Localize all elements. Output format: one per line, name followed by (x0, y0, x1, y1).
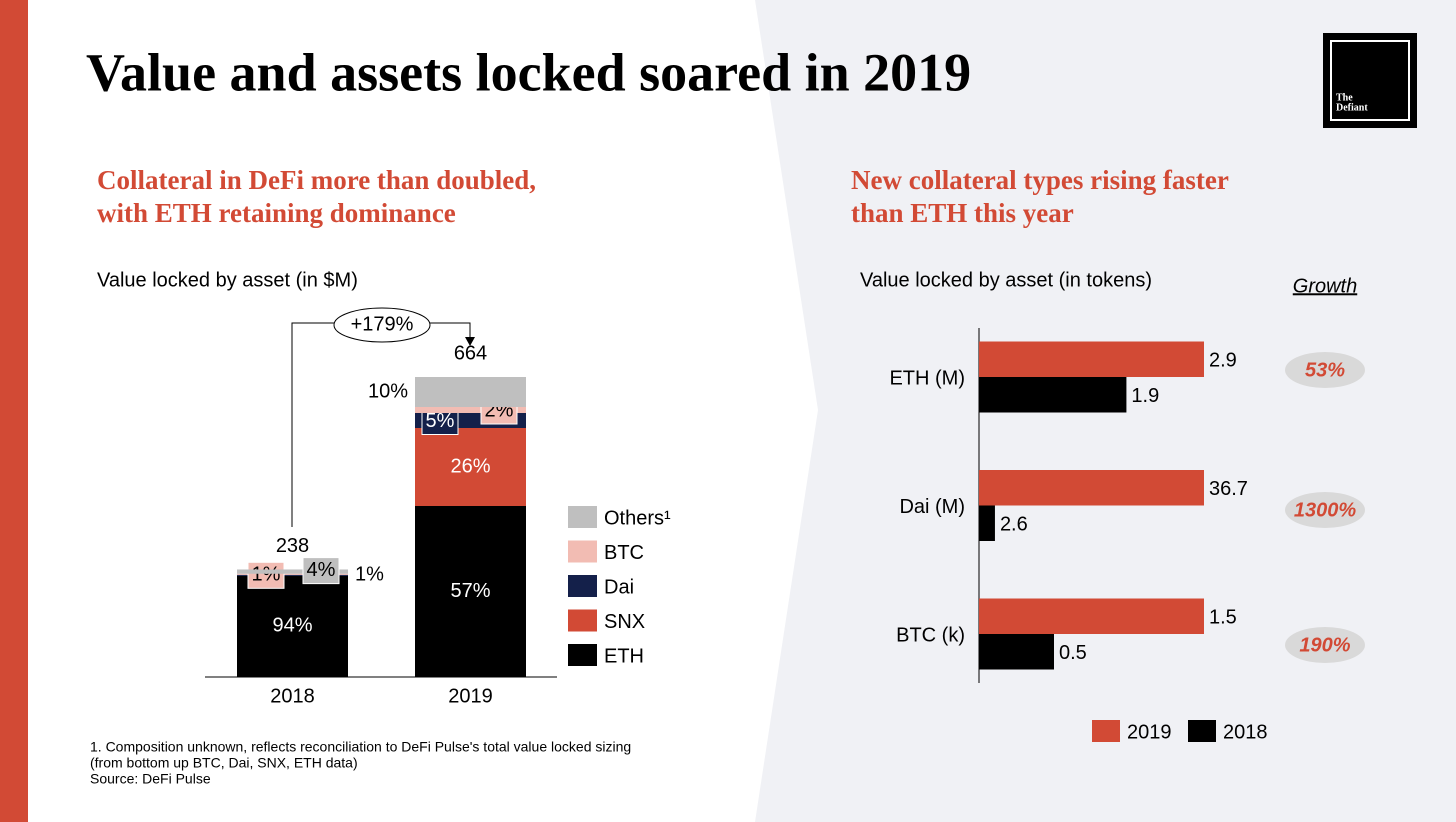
value-label: 4% (307, 559, 336, 581)
logo (1323, 33, 1417, 128)
footnote: (from bottom up BTC, Dai, SNX, ETH data) (90, 755, 358, 771)
x-tick-label: 2019 (448, 685, 493, 707)
footnote: 1. Composition unknown, reflects reconci… (90, 739, 631, 755)
subtitle: Collateral in DeFi more than doubled, (97, 165, 536, 195)
bar-segment (237, 573, 348, 575)
legend-swatch (568, 540, 597, 563)
value-label: 57% (450, 580, 490, 602)
bar-segment (237, 569, 348, 574)
value-label: 36.7 (1209, 478, 1248, 500)
legend-swatch (1092, 720, 1120, 742)
total-label: 238 (276, 535, 309, 557)
growth-label: 190% (1299, 634, 1350, 656)
value-label: 2.9 (1209, 350, 1237, 372)
arrow-head (465, 337, 475, 346)
bar (979, 505, 995, 541)
legend-label: 2018 (1223, 721, 1268, 743)
legend-label: Dai (604, 576, 634, 598)
growth-label: 53% (1305, 359, 1345, 381)
y-tick-label: BTC (k) (896, 624, 965, 646)
value-label: 0.5 (1059, 642, 1087, 664)
bar (979, 634, 1054, 670)
subtitle: New collateral types rising faster (851, 165, 1229, 195)
value-label: 1% (252, 564, 281, 586)
bar-segment (415, 506, 526, 677)
legend-label: BTC (604, 542, 644, 564)
bar (979, 470, 1204, 506)
bar (979, 598, 1204, 634)
value-label: 1.5 (1209, 607, 1237, 629)
legend-swatch (568, 506, 597, 528)
legend-label: Others¹ (604, 507, 671, 529)
legend-label: ETH (604, 645, 644, 667)
axis-title: Value locked by asset (in $M) (97, 269, 358, 291)
logo-text: The (1336, 92, 1353, 103)
legend-swatch (1188, 720, 1216, 742)
legend-label: 2019 (1127, 721, 1172, 743)
slide-title: Value and assets locked soared in 2019 (86, 42, 971, 102)
subtitle: than ETH this year (851, 198, 1074, 228)
subtitle: with ETH retaining dominance (97, 198, 456, 228)
growth-oval (1285, 492, 1365, 528)
bar-segment (415, 407, 526, 413)
bar-segment (415, 377, 526, 407)
value-label: 2.6 (1000, 514, 1028, 536)
logo-border (1330, 40, 1410, 121)
legend-swatch (568, 609, 597, 632)
accent-stripe (0, 0, 28, 822)
label-box (247, 561, 285, 589)
growth-oval (1285, 352, 1365, 388)
value-label: 10% (368, 380, 408, 402)
value-label: 5% (426, 410, 455, 432)
logo-text: Defiant (1336, 102, 1368, 113)
bar-segment (415, 428, 526, 506)
legend-swatch (568, 644, 597, 666)
growth-oval (1285, 627, 1365, 663)
y-tick-label: ETH (M) (889, 367, 965, 389)
value-label: 1% (355, 564, 384, 586)
value-label: 94% (272, 615, 312, 637)
bar (979, 341, 1204, 377)
annotation-oval (333, 307, 431, 343)
growth-label: 1300% (1294, 499, 1356, 521)
legend-swatch (568, 575, 597, 597)
x-tick-label: 2018 (270, 685, 315, 707)
axis-title: Value locked by asset (in tokens) (860, 269, 1152, 291)
y-tick-label: Dai (M) (899, 496, 965, 518)
label-box (302, 557, 340, 585)
footnote: Source: DeFi Pulse (90, 771, 211, 787)
value-label: 1.9 (1131, 385, 1159, 407)
annotation: +179% (351, 313, 414, 335)
value-label: 26% (450, 455, 490, 477)
total-label: 664 (454, 342, 487, 364)
legend-label: SNX (604, 611, 645, 633)
bar (979, 377, 1127, 413)
growth-title: Growth (1293, 275, 1357, 297)
bar-segment (237, 574, 348, 576)
bar-segment (237, 575, 348, 677)
